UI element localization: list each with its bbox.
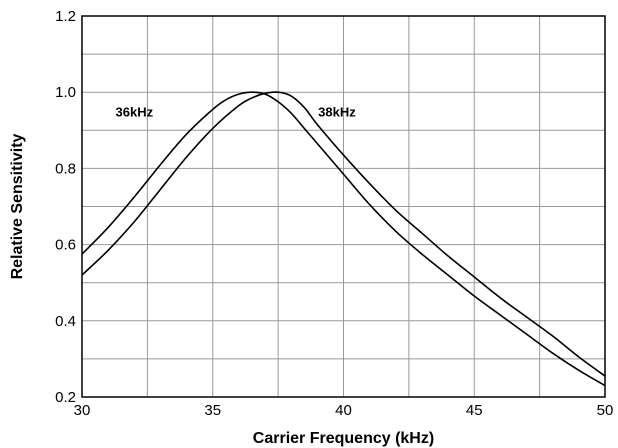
y-tick-labels: 0.2 0.4 0.6 0.8 1.0 1.2 [55, 8, 76, 406]
series-line-36kHz [81, 91, 606, 387]
series-label: 38kHz [318, 104, 356, 119]
series-labels: 36kHz 38kHz [116, 104, 357, 119]
y-tick-label: 0.6 [55, 237, 76, 254]
y-axis-title: Relative Sensitivity [9, 133, 26, 279]
y-tick-label: 0.8 [55, 160, 76, 177]
x-tick-labels: 30 35 40 45 50 [74, 402, 614, 419]
curves [81, 91, 606, 387]
series-line-38kHz [81, 91, 606, 377]
x-tick-label: 50 [597, 402, 614, 419]
y-tick-label: 0.2 [55, 389, 76, 406]
series-label: 36kHz [116, 104, 154, 119]
grid [82, 16, 605, 397]
x-tick-label: 30 [74, 402, 91, 419]
x-tick-label: 40 [335, 402, 352, 419]
x-axis-title: Carrier Frequency (kHz) [253, 430, 434, 447]
x-tick-label: 45 [466, 402, 483, 419]
y-tick-label: 1.0 [55, 84, 76, 101]
y-tick-label: 1.2 [55, 8, 76, 25]
y-tick-label: 0.4 [55, 313, 76, 330]
plot-frame [81, 15, 606, 398]
x-tick-label: 35 [204, 402, 221, 419]
